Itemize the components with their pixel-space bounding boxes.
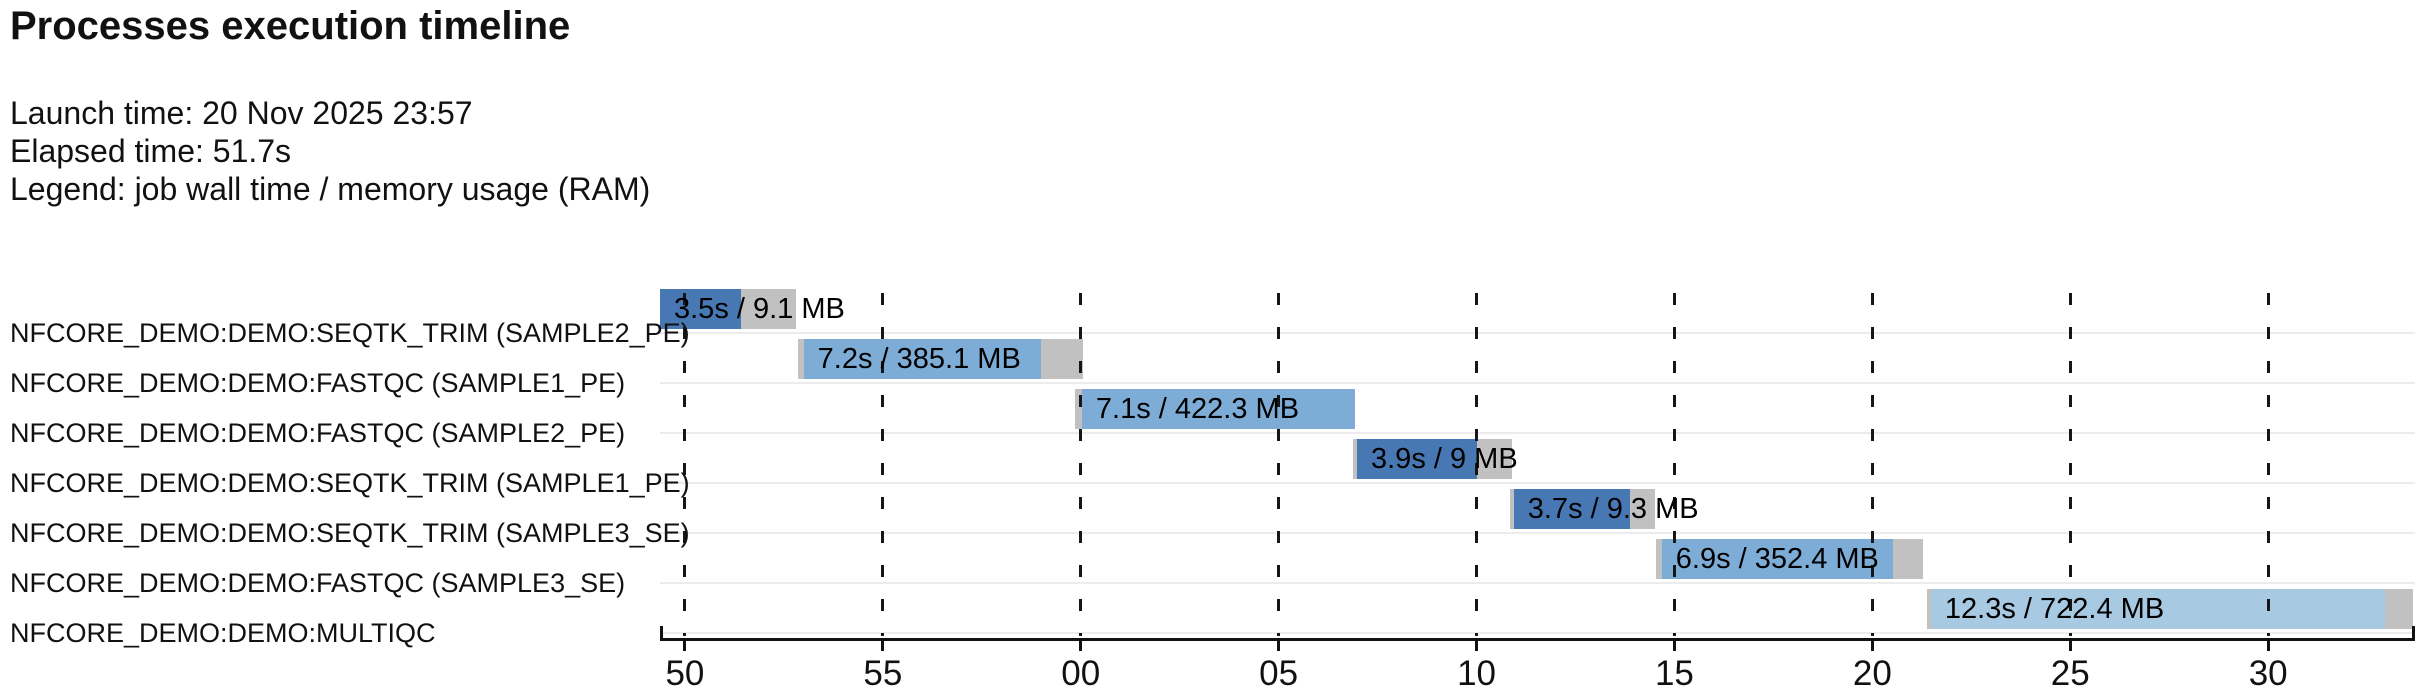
gridline [683,286,687,636]
gridline [1672,286,1676,636]
row-separator [660,532,2415,534]
bar-value-label: 6.9s / 352.4 MB [1675,543,1879,575]
bar-memory-segment [1476,439,1512,479]
x-tick-label: 05 [1259,654,1299,693]
process-label: NFCORE_DEMO:DEMO:SEQTK_TRIM (SAMPLE3_SE) [10,518,690,548]
row-separator [660,582,2415,584]
row-separator [660,482,2415,484]
x-tick-label: 15 [1654,654,1694,693]
bar-run-segment [1930,589,2385,629]
x-tick-label: 25 [2050,654,2090,693]
bar-pending-segment [1655,539,1662,579]
process-label: NFCORE_DEMO:DEMO:MULTIQC [10,618,436,648]
bar-value-label: 3.7s / 9.3 MB [1527,493,1699,525]
bar-run-segment [1661,539,1893,579]
x-tick-label: 30 [2248,654,2288,693]
x-tick-label: 55 [863,654,903,693]
row-separator [660,332,2415,334]
elapsed-time-text: Elapsed time: 51.7s [10,133,292,169]
launch-time-text: Launch time: 20 Nov 2025 23:57 [10,95,473,131]
process-label: NFCORE_DEMO:DEMO:FASTQC (SAMPLE2_PE) [10,418,626,448]
bar-pending-segment [797,339,804,379]
x-tick [1870,638,1874,651]
x-tick-label: 50 [665,654,705,693]
gridline [1870,286,1874,636]
report-meta: Launch time: 20 Nov 2025 23:57 Elapsed t… [10,94,650,208]
bar-memory-segment [741,289,796,329]
x-tick [2266,638,2270,651]
bar-value-label: 3.9s / 9 MB [1371,443,1518,475]
x-axis [660,638,2415,641]
x-tick-label: 20 [1852,654,1892,693]
bar-memory-segment [1041,339,1083,379]
bar-memory-segment [1892,539,1923,579]
bar-value-label: 7.1s / 422.3 MB [1095,393,1300,425]
x-tick [1672,638,1676,651]
x-tick-label: 10 [1457,654,1496,693]
x-tick [881,638,885,651]
bar-pending-segment [1353,439,1357,479]
row-separator [660,382,2415,384]
legend-text: Legend: job wall time / memory usage (RA… [10,171,651,207]
bar-run-segment [1357,439,1477,479]
bar-pending-segment [1074,389,1082,429]
timeline-title: Processes execution timeline [10,4,571,48]
process-label: NFCORE_DEMO:DEMO:SEQTK_TRIM (SAMPLE1_PE) [10,468,690,498]
bar-run-segment [660,289,742,329]
row-separator [660,432,2415,434]
bar-run-segment [803,339,1042,379]
x-tick [2068,638,2072,651]
bar-pending-segment [1926,589,1931,629]
bar-value-label: 12.3s / 722.4 MB [1944,593,2165,625]
x-tick [1475,638,1479,651]
bar-value-label: 7.2s / 385.1 MB [817,343,1021,375]
process-label: NFCORE_DEMO:DEMO:FASTQC (SAMPLE1_PE) [10,368,626,398]
bar-run-segment [1513,489,1630,529]
x-tick [683,638,687,651]
gridline [881,286,885,636]
bar-memory-segment [2384,589,2414,629]
x-axis-right-cap [2412,626,2415,640]
x-tick [1079,638,1083,651]
process-label: NFCORE_DEMO:DEMO:SEQTK_TRIM (SAMPLE2_PE) [10,318,690,348]
x-axis-left-cap [660,626,663,640]
bar-value-label: 3.5s / 9.1 MB [674,293,845,325]
process-label: NFCORE_DEMO:DEMO:FASTQC (SAMPLE3_SE) [10,568,626,598]
gridline [2068,286,2072,636]
x-tick-label: 00 [1061,654,1101,693]
gridline [1277,286,1281,636]
bar-run-segment [1081,389,1356,429]
bar-pending-segment [1509,489,1514,529]
gridline [2266,286,2270,636]
bar-memory-segment [1629,489,1655,529]
row-separator [660,632,2415,634]
x-tick [1277,638,1281,651]
gridline [1079,286,1083,636]
gridline [1475,286,1479,636]
